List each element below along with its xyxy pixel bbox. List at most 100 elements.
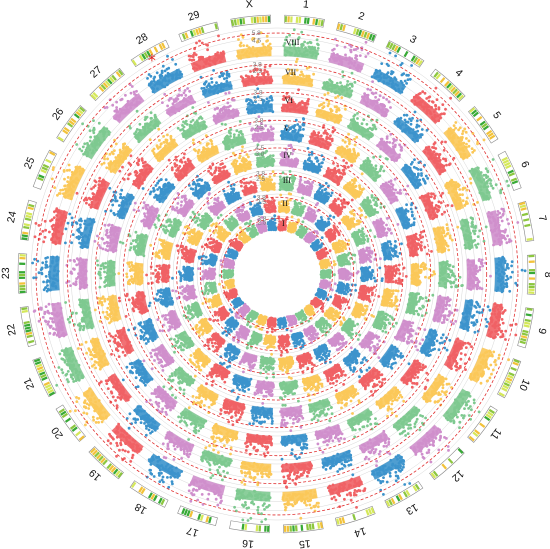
- snp-point: [208, 317, 212, 321]
- density-segment: [523, 218, 530, 222]
- snp-point: [301, 318, 305, 322]
- density-segment: [250, 17, 254, 24]
- snp-point: [338, 221, 341, 225]
- grid-circle: [172, 169, 382, 379]
- density-segment: [100, 457, 106, 464]
- density-segment: [78, 435, 85, 441]
- density-segment: [507, 169, 514, 175]
- density-segment: [365, 32, 371, 40]
- density-segment: [505, 164, 512, 170]
- density-segment: [479, 422, 486, 429]
- snp-point: [343, 205, 347, 209]
- snp-point: [346, 290, 350, 293]
- snp-point: [353, 253, 357, 257]
- density-segment: [314, 18, 319, 26]
- snp-point: [209, 237, 213, 241]
- density-segment: [503, 382, 511, 387]
- snp-point: [228, 308, 232, 312]
- snp-points: [31, 28, 527, 524]
- density-segment: [528, 291, 535, 294]
- density-segment: [109, 76, 115, 83]
- density-segment: [290, 16, 293, 23]
- density-segment: [528, 285, 535, 289]
- density-segment: [510, 366, 517, 372]
- snp-point: [197, 267, 201, 270]
- density-segment: [106, 78, 113, 85]
- snp-point: [324, 187, 328, 191]
- chromosome-band: [89, 67, 125, 101]
- density-segment: [117, 69, 124, 76]
- snp-base-band: [208, 268, 216, 280]
- density-segment: [385, 500, 391, 507]
- density-segment: [92, 92, 99, 98]
- snp-point: [312, 237, 316, 241]
- snp-base-band: [278, 225, 286, 231]
- snp-point: [319, 216, 323, 219]
- density-segment: [502, 159, 510, 165]
- snp-point: [296, 205, 300, 209]
- density-segment: [189, 30, 194, 37]
- snp-point: [204, 255, 208, 259]
- density-segment: [504, 379, 512, 385]
- snp-point: [208, 306, 212, 309]
- density-segment: [520, 207, 527, 211]
- density-segment: [342, 24, 346, 32]
- density-segment: [230, 19, 235, 27]
- snp-point: [333, 282, 337, 286]
- snp-point: [279, 353, 283, 357]
- density-segment: [36, 366, 44, 371]
- density-segment: [524, 321, 531, 325]
- density-segment: [519, 204, 527, 209]
- density-segment: [115, 470, 121, 477]
- snp-point: [219, 259, 223, 263]
- density-segment: [75, 430, 82, 437]
- density-segment: [68, 119, 75, 126]
- density-segment: [146, 50, 152, 57]
- snp-point: [306, 208, 310, 212]
- snp-point: [324, 286, 328, 290]
- density-segment: [391, 44, 397, 51]
- density-segment: [111, 74, 117, 81]
- density-segment: [189, 510, 194, 518]
- snp-point: [277, 217, 281, 220]
- density-segment: [444, 80, 450, 87]
- density-segment: [320, 19, 324, 27]
- density-segment: [98, 86, 105, 92]
- snp-point: [324, 181, 328, 185]
- snp-point: [249, 319, 253, 323]
- chromosome-band: [517, 201, 535, 242]
- density-segment: [519, 340, 526, 345]
- density-segment: [479, 120, 486, 126]
- chromosome-band: [334, 505, 376, 527]
- snp-point: [270, 352, 273, 356]
- density-segment: [26, 334, 33, 339]
- snp-point: [202, 254, 206, 258]
- density-segment: [512, 361, 519, 366]
- density-segment: [521, 332, 528, 337]
- snp-point: [350, 198, 354, 202]
- density-segment: [386, 41, 392, 48]
- snp-point: [225, 257, 228, 261]
- density-segment: [317, 19, 321, 26]
- density-segment: [524, 223, 531, 228]
- snp-point: [215, 222, 218, 225]
- density-segment: [308, 523, 312, 530]
- snp-base-band: [338, 268, 346, 280]
- snp-point: [293, 176, 297, 180]
- snp-point: [347, 262, 351, 266]
- density-segment: [41, 376, 48, 381]
- density-segment: [487, 411, 494, 417]
- density-segment: [143, 51, 149, 59]
- density-segment: [152, 494, 158, 502]
- snp-point: [355, 271, 359, 275]
- density-segment: [96, 453, 102, 460]
- density-segment: [439, 77, 446, 84]
- density-segment: [522, 329, 529, 334]
- density-segment: [508, 371, 515, 377]
- snp-point: [354, 283, 357, 287]
- density-segment: [306, 524, 309, 531]
- density-segment: [158, 43, 164, 51]
- density-segment: [241, 523, 245, 530]
- snp-point: [289, 192, 293, 196]
- density-segment: [287, 16, 290, 23]
